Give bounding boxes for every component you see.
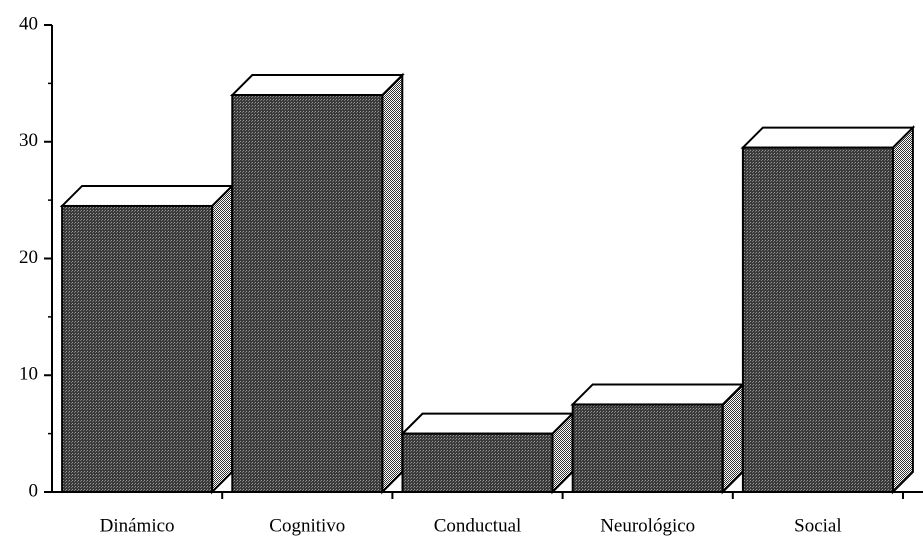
bar [231, 94, 384, 494]
x-tick-label: Social [794, 515, 842, 536]
y-tick-label: 0 [29, 480, 39, 501]
bar-top [229, 74, 405, 97]
bar [61, 204, 214, 493]
x-tick-label: Cognitivo [269, 515, 345, 536]
bar-top [740, 126, 916, 149]
y-tick-label: 30 [19, 130, 38, 151]
bar-top [570, 383, 746, 406]
y-tick-label: 20 [19, 247, 38, 268]
bar-side [211, 183, 234, 495]
y-tick-label: 10 [19, 364, 38, 385]
bar-top [59, 184, 235, 207]
bar [401, 432, 554, 493]
x-tick-label: Neurológico [600, 515, 695, 536]
x-tick-label: Dinámico [100, 515, 175, 536]
bar-top [400, 412, 575, 435]
bar-side [891, 125, 914, 495]
y-tick-label: 40 [19, 13, 38, 34]
x-tick-label: Conductual [434, 515, 522, 536]
bar-side [381, 72, 404, 495]
bar [741, 146, 894, 493]
bar [571, 403, 724, 493]
